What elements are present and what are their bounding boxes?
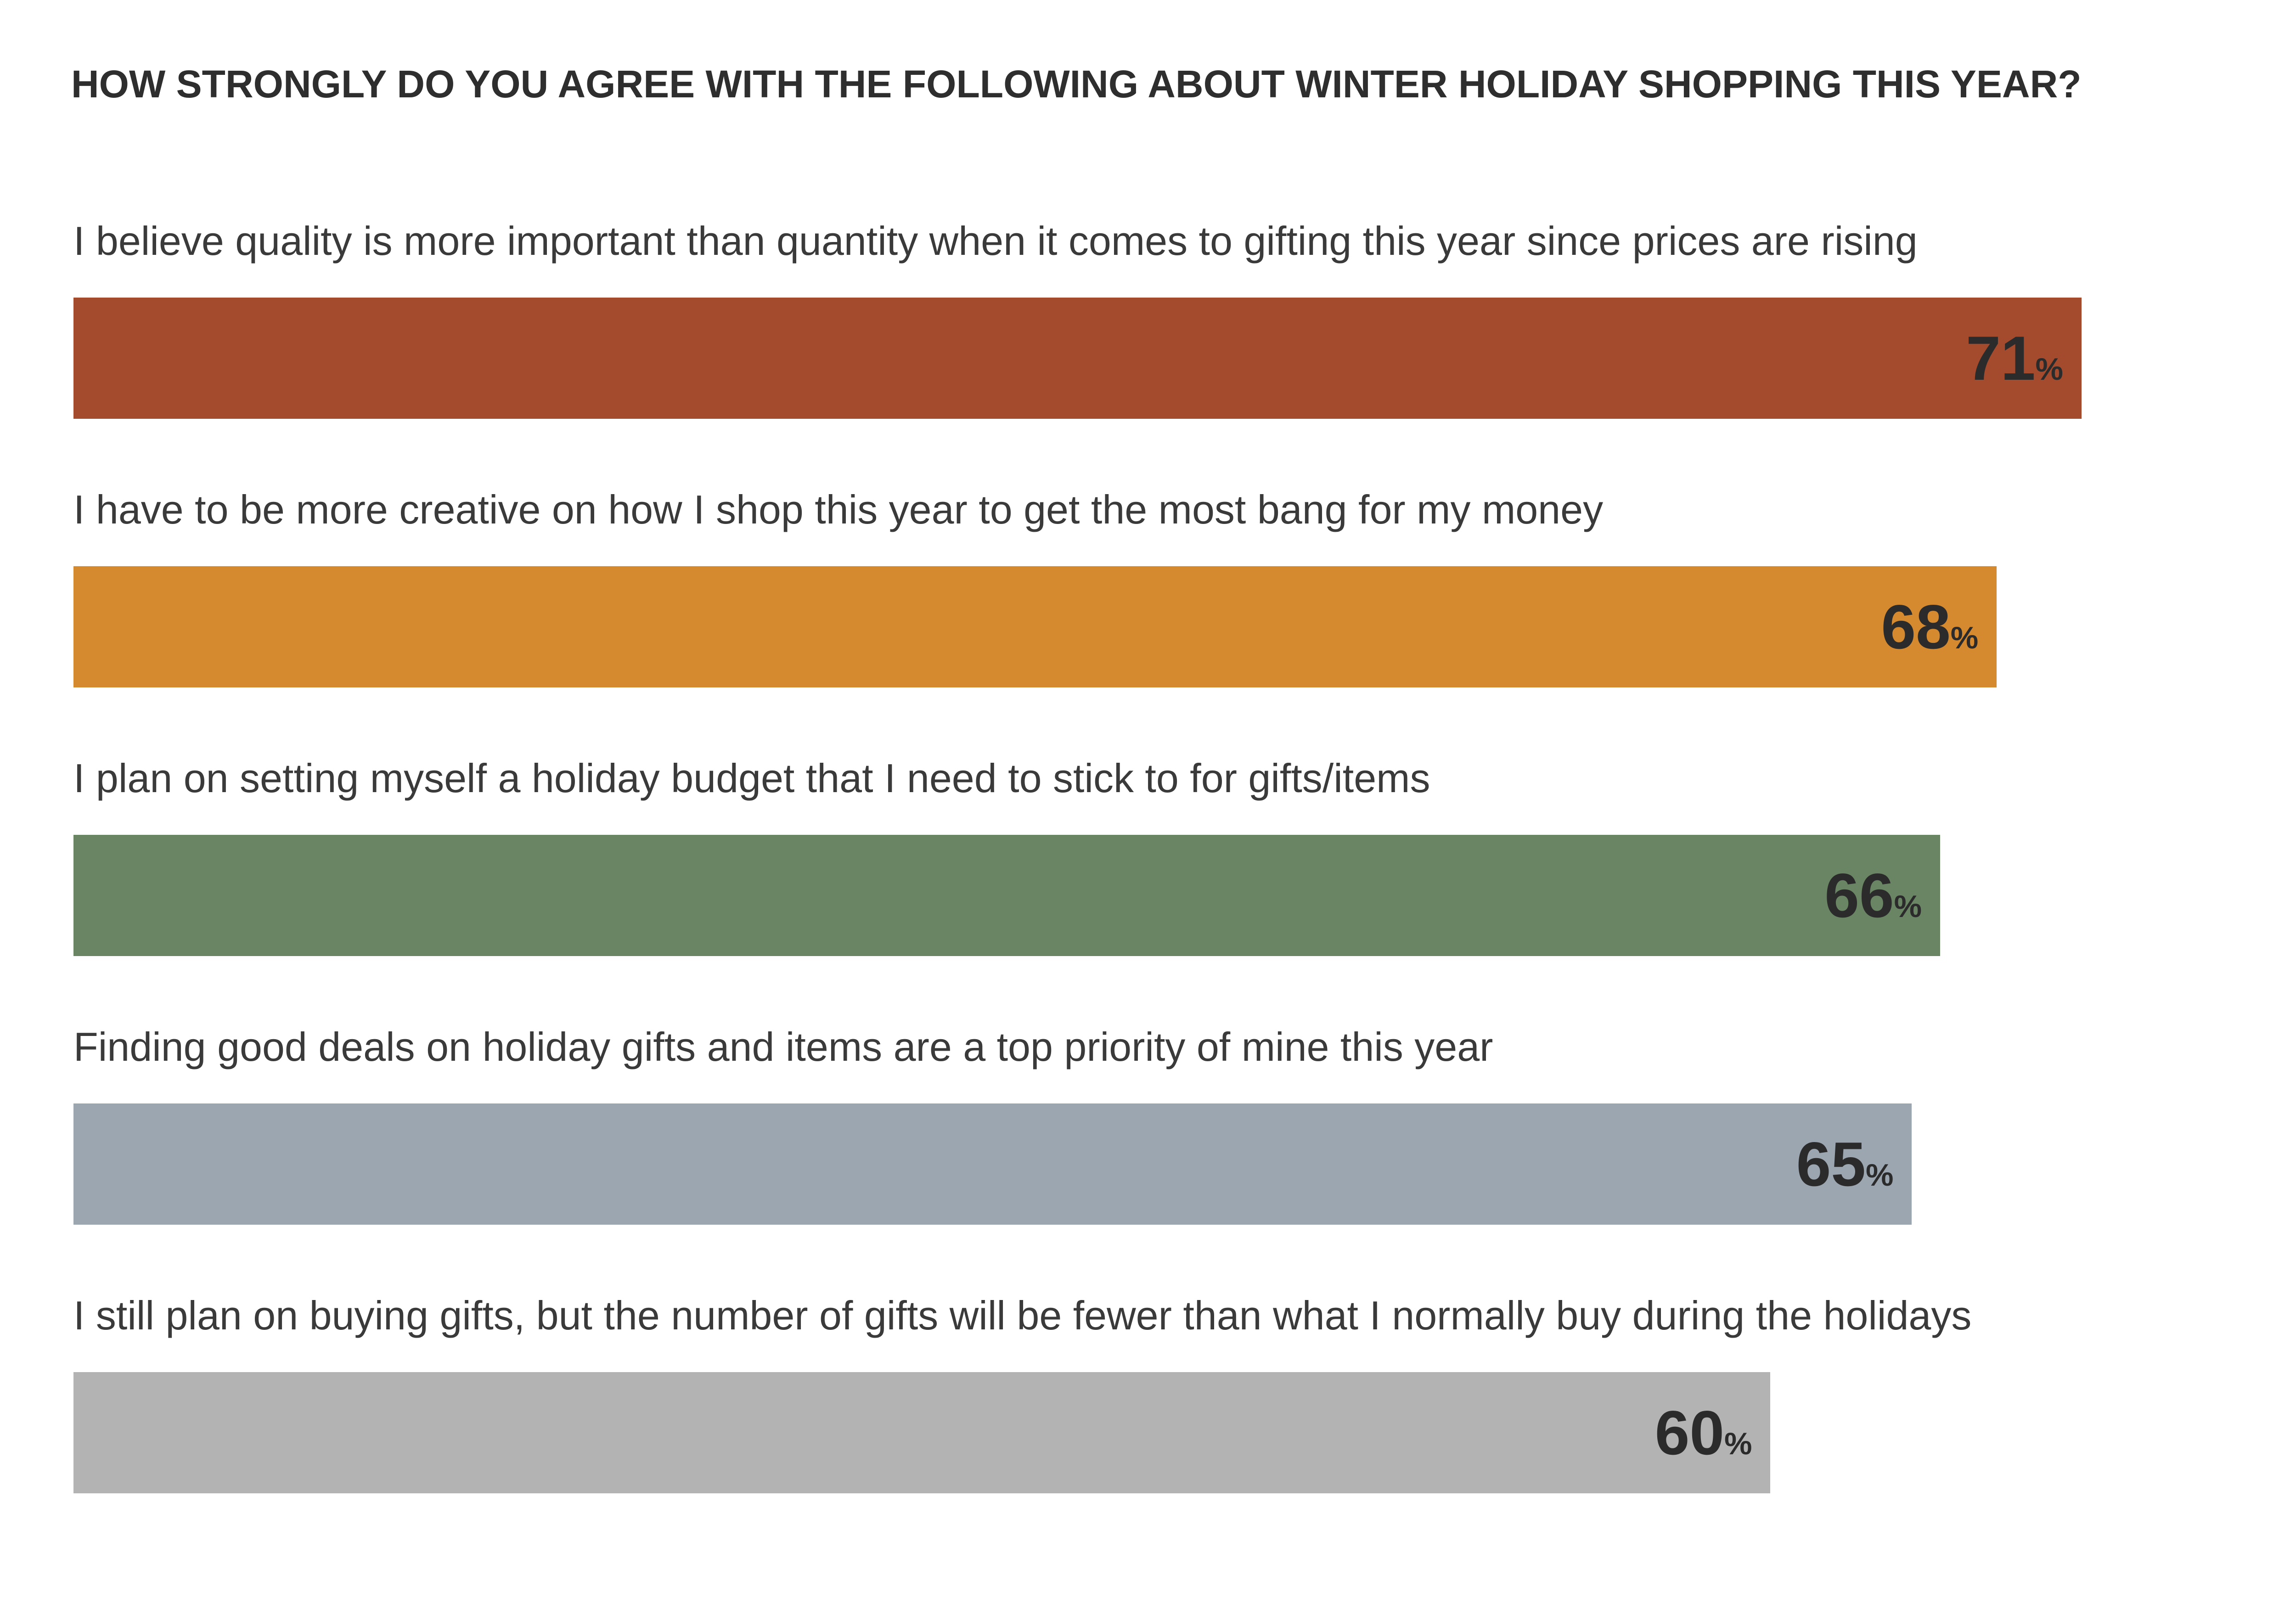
bar-category-label: Finding good deals on holiday gifts and … [73, 1024, 1493, 1069]
bar-category-label: I still plan on buying gifts, but the nu… [73, 1293, 1972, 1338]
bar [73, 566, 1997, 687]
chart-title: HOW STRONGLY DO YOU AGREE WITH THE FOLLO… [71, 62, 2082, 106]
bar [73, 1372, 1771, 1493]
bar-value-number: 66 [1824, 861, 1894, 930]
bar-value-percent-sign: % [2035, 352, 2063, 387]
bar-value-label: 65% [1796, 1103, 1894, 1225]
bar-value-percent-sign: % [1724, 1426, 1752, 1461]
bar-category-label: I have to be more creative on how I shop… [73, 487, 1604, 532]
bar [73, 1103, 1912, 1225]
bar-value-number: 68 [1881, 592, 1951, 662]
bar [73, 298, 2082, 419]
bar-value-percent-sign: % [1894, 889, 1922, 924]
bar-category-label: I believe quality is more important than… [73, 218, 1918, 264]
bar-value-label: 66% [1824, 835, 1922, 956]
bar-value-label: 60% [1655, 1372, 1752, 1493]
bar-value-percent-sign: % [1950, 620, 1979, 655]
bar-value-label: 68% [1881, 566, 1978, 687]
bar-value-number: 60 [1654, 1398, 1725, 1468]
bar [73, 835, 1941, 956]
bar-value-percent-sign: % [1865, 1158, 1894, 1193]
bar-value-number: 71 [1966, 323, 2036, 393]
bar-value-label: 71% [1966, 298, 2063, 419]
bar-category-label: I plan on setting myself a holiday budge… [73, 755, 1430, 801]
bar-value-number: 65 [1796, 1129, 1866, 1199]
